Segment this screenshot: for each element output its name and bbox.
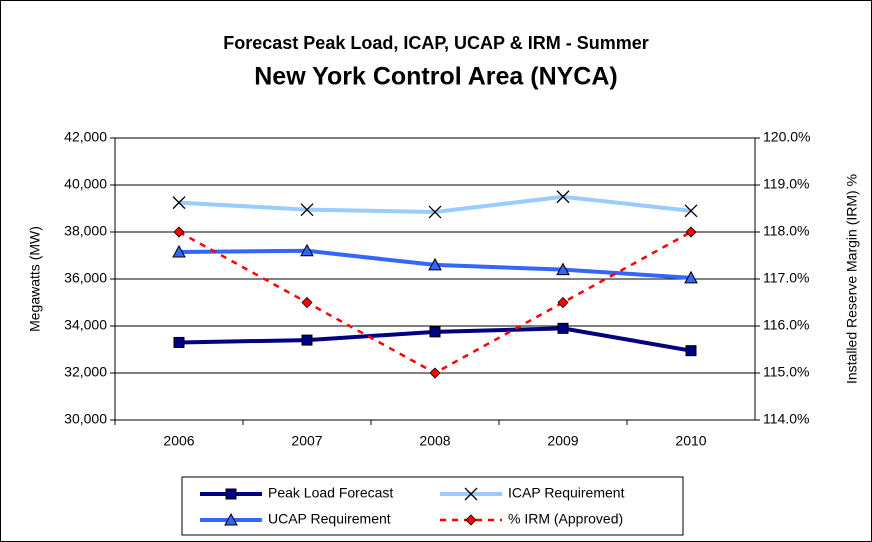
data-point <box>684 204 698 218</box>
legend-marker <box>465 514 477 526</box>
data-point <box>300 243 314 257</box>
y-tick-label: 40,000 <box>64 176 107 192</box>
data-point <box>557 322 569 334</box>
data-point <box>172 244 186 258</box>
data-point <box>556 262 570 276</box>
y2-tick-label: 119.0% <box>763 176 809 192</box>
data-point <box>429 326 441 338</box>
y2-axis-label: Installed Reserve Margin (IRM) % <box>844 174 860 384</box>
legend-label: % IRM (Approved) <box>508 511 623 527</box>
legend-marker <box>225 488 237 500</box>
data-point <box>172 196 186 210</box>
y2-tick-label: 120.0% <box>763 129 810 145</box>
data-point <box>173 226 185 238</box>
data-point <box>301 334 313 346</box>
data-point <box>428 205 442 219</box>
y2-tick-label: 117.0% <box>763 270 809 286</box>
data-point <box>300 203 314 217</box>
y-tick-label: 32,000 <box>64 364 107 380</box>
data-point <box>685 226 697 238</box>
chart-title: Forecast Peak Load, ICAP, UCAP & IRM - S… <box>223 33 648 53</box>
x-tick-label: 2010 <box>675 433 706 449</box>
x-tick-label: 2008 <box>419 433 450 449</box>
y-tick-label: 30,000 <box>64 411 107 427</box>
legend-box <box>181 476 684 536</box>
data-point <box>173 336 185 348</box>
chart-subtitle: New York Control Area (NYCA) <box>254 63 617 91</box>
y2-tick-label: 114.0% <box>763 411 809 427</box>
y2-tick-label: 116.0% <box>763 317 809 333</box>
y2-tick-label: 118.0% <box>763 223 809 239</box>
x-tick-label: 2007 <box>291 433 322 449</box>
legend-label: Peak Load Forecast <box>268 485 393 501</box>
y-tick-label: 42,000 <box>64 129 107 145</box>
y-axis-label: Megawatts (MW) <box>27 226 43 332</box>
data-point <box>557 296 569 309</box>
legend-marker <box>224 512 238 526</box>
legend-label: UCAP Requirement <box>268 511 391 527</box>
legend-marker <box>464 487 478 501</box>
data-point <box>301 296 313 309</box>
y-tick-label: 38,000 <box>64 223 107 239</box>
y2-tick-label: 115.0% <box>763 364 809 380</box>
data-point <box>429 367 441 379</box>
legend-label: ICAP Requirement <box>508 485 625 501</box>
x-tick-label: 2009 <box>547 433 578 449</box>
x-tick-label: 2006 <box>163 433 194 449</box>
data-point <box>428 257 442 271</box>
y-tick-label: 34,000 <box>64 317 107 333</box>
data-point <box>684 270 698 284</box>
y-tick-label: 36,000 <box>64 270 107 286</box>
data-point <box>556 190 570 204</box>
data-point <box>685 345 697 357</box>
